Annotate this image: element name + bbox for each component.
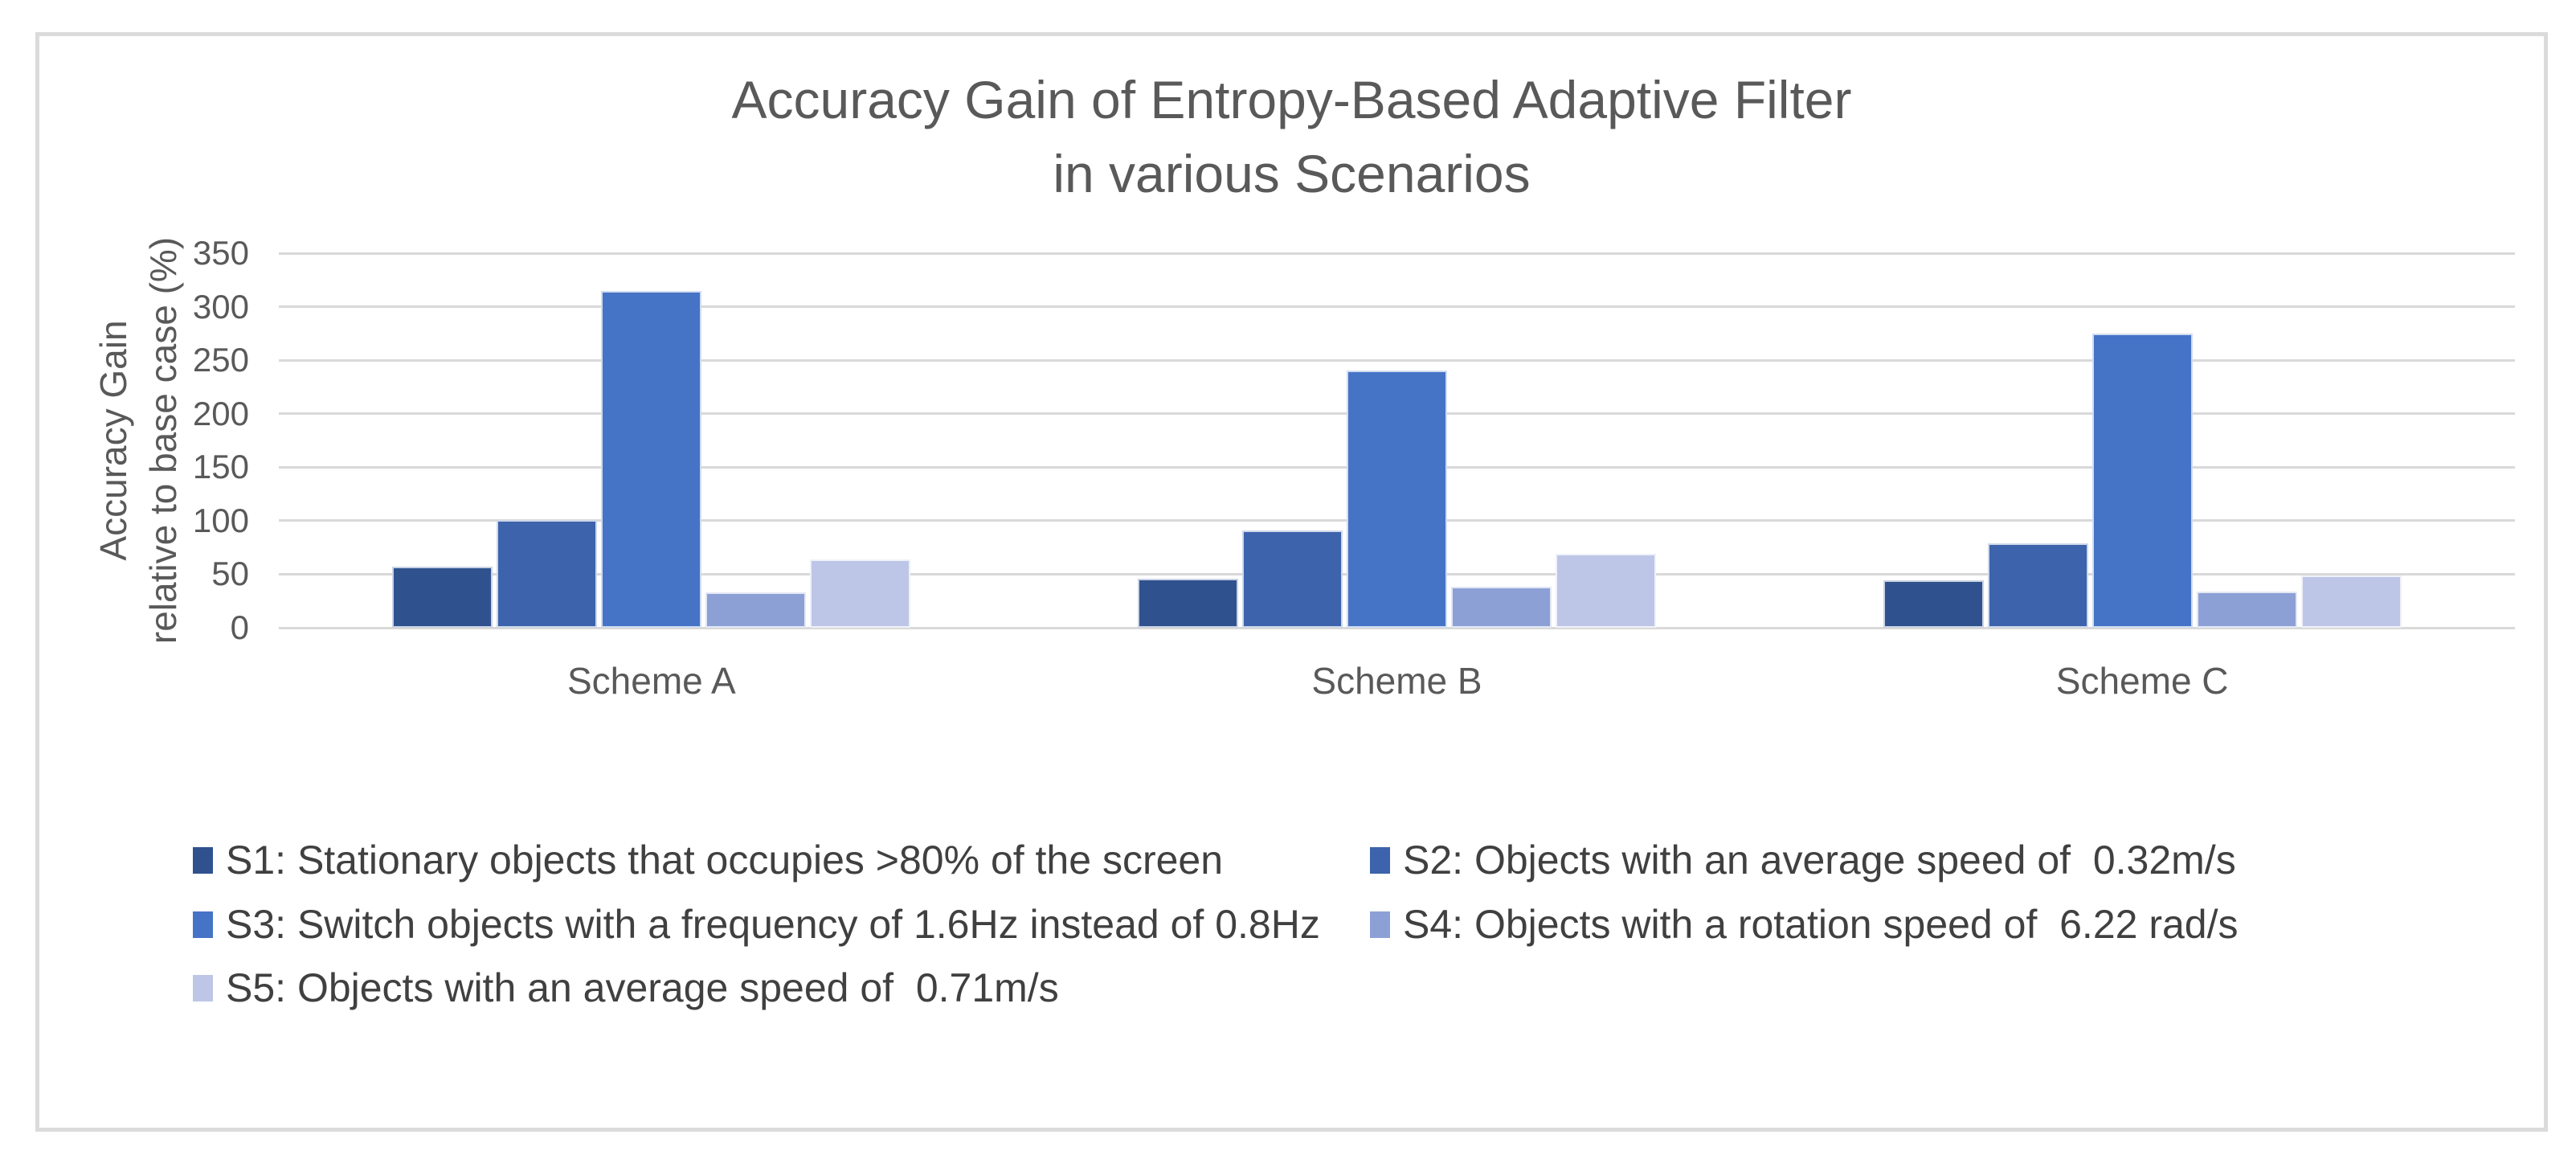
legend-label-s4: S4: Objects with a rotation speed of 6.2…	[1403, 902, 2239, 947]
bar-s5-scheme-a	[810, 559, 911, 628]
y-tick-label-250: 250	[192, 341, 249, 379]
legend-marker-s3	[193, 911, 213, 938]
bar-s3-scheme-b	[1347, 371, 1447, 628]
bar-s2-scheme-c	[1987, 543, 2088, 628]
legend-label-s2: S2: Objects with an average speed of 0.3…	[1403, 838, 2236, 883]
chart-title-line2: in various Scenarios	[1053, 144, 1531, 203]
bar-s5-scheme-c	[2300, 575, 2402, 628]
y-tick-label-350: 350	[192, 234, 249, 272]
category-label-scheme-c: Scheme C	[2055, 660, 2229, 702]
bar-s1-scheme-c	[1883, 580, 1984, 628]
bar-s2-scheme-b	[1242, 530, 1343, 628]
legend-item-s3: S3: Switch objects with a frequency of 1…	[193, 901, 1320, 948]
bar-s3-scheme-a	[601, 290, 702, 628]
legend-item-s4: S4: Objects with a rotation speed of 6.2…	[1370, 901, 2238, 948]
legend-label-s3: S3: Switch objects with a frequency of 1…	[226, 902, 1320, 947]
legend-marker-s5	[193, 974, 213, 1001]
legend-item-s5: S5: Objects with an average speed of 0.7…	[193, 965, 1059, 1011]
legend-marker-s1	[193, 846, 213, 874]
bar-s5-scheme-b	[1556, 554, 1656, 628]
gridline-250	[279, 358, 2515, 362]
bar-s2-scheme-a	[497, 519, 598, 628]
bar-s1-scheme-b	[1138, 578, 1238, 628]
chart-title: Accuracy Gain of Entropy-Based Adaptive …	[35, 63, 2548, 211]
legend-label-s1: S1: Stationary objects that occupies >80…	[226, 838, 1224, 883]
gridline-300	[279, 305, 2515, 309]
legend-item-s1: S1: Stationary objects that occupies >80…	[193, 837, 1223, 883]
bar-s1-scheme-a	[392, 567, 493, 628]
y-tick-label-200: 200	[192, 394, 249, 432]
y-tick-label-100: 100	[192, 501, 249, 539]
y-tick-label-0: 0	[230, 608, 249, 646]
chart-title-line1: Accuracy Gain of Entropy-Based Adaptive …	[731, 70, 1852, 129]
legend-label-s5: S5: Objects with an average speed of 0.7…	[226, 965, 1059, 1010]
legend-marker-s2	[1370, 846, 1390, 874]
bar-s4-scheme-c	[2196, 591, 2297, 628]
gridline-350	[279, 252, 2515, 255]
y-tick-label-50: 50	[211, 555, 249, 593]
legend-marker-s4	[1370, 911, 1390, 938]
legend-item-s2: S2: Objects with an average speed of 0.3…	[1370, 837, 2236, 883]
y-tick-label-150: 150	[192, 448, 249, 486]
bar-s4-scheme-a	[705, 592, 807, 628]
bar-s4-scheme-b	[1451, 587, 1552, 628]
category-label-scheme-b: Scheme B	[1311, 660, 1482, 702]
gridline-0	[279, 626, 2515, 629]
bar-s3-scheme-c	[2091, 333, 2193, 628]
y-tick-label-300: 300	[192, 287, 249, 326]
category-label-scheme-a: Scheme A	[566, 660, 736, 702]
